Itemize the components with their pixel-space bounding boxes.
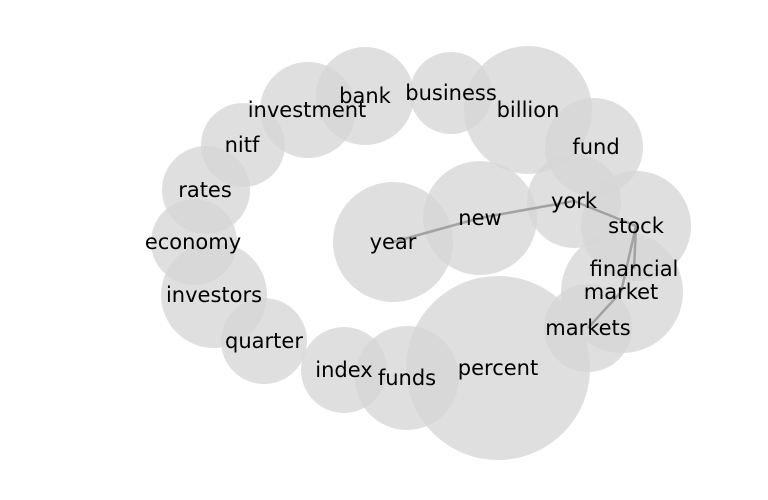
- bubble-business: [410, 52, 492, 134]
- bubble-investment: [260, 62, 356, 158]
- label-fund: fund: [572, 135, 619, 159]
- label-nitf: nitf: [225, 133, 260, 157]
- label-economy: economy: [145, 230, 241, 254]
- edge-york-stock: [573, 199, 637, 228]
- bubble-percent: [406, 276, 590, 460]
- label-index: index: [315, 358, 372, 382]
- label-york: york: [551, 189, 598, 213]
- label-new: new: [458, 206, 501, 230]
- label-billion: billion: [497, 98, 560, 122]
- label-market: market: [584, 280, 659, 304]
- edge-market-markets: [587, 291, 622, 329]
- edge-layer: [392, 199, 638, 329]
- label-business: business: [405, 81, 497, 105]
- label-year: year: [370, 230, 417, 254]
- edge-stock-financial: [632, 225, 638, 270]
- label-investment: investment: [248, 98, 367, 122]
- label-percent: percent: [458, 356, 538, 380]
- label-rates: rates: [178, 178, 232, 202]
- edge-stock-market: [619, 225, 638, 293]
- label-layer: percent billion financial year new stock funds…: [145, 81, 679, 390]
- label-funds: funds: [378, 366, 436, 390]
- label-financial: financial: [590, 257, 679, 281]
- label-stock: stock: [608, 214, 665, 238]
- bubble-index: [301, 327, 387, 413]
- label-investors: investors: [166, 283, 262, 307]
- bubble-quarter: [221, 298, 307, 384]
- edge-new-york: [479, 199, 575, 220]
- label-markets: markets: [545, 316, 630, 340]
- bubble-nitf: [201, 103, 285, 187]
- label-quarter: quarter: [225, 329, 303, 353]
- label-bank: bank: [339, 84, 392, 108]
- edge-year-new: [392, 216, 481, 244]
